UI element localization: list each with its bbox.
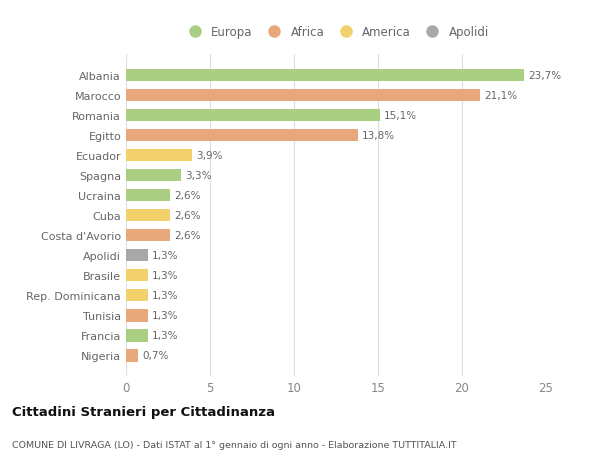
Text: 1,3%: 1,3% (152, 271, 179, 280)
Bar (126, 250, 148, 262)
Bar (126, 210, 170, 222)
Text: 1,3%: 1,3% (152, 291, 179, 301)
Bar (126, 269, 148, 282)
Bar (126, 169, 181, 182)
Text: 21,1%: 21,1% (485, 91, 518, 101)
Text: 3,9%: 3,9% (196, 151, 222, 161)
Bar (126, 70, 524, 82)
Text: 3,3%: 3,3% (185, 171, 212, 181)
Text: 2,6%: 2,6% (174, 211, 200, 221)
Text: 1,3%: 1,3% (152, 251, 179, 261)
Bar (126, 190, 170, 202)
Bar (126, 150, 191, 162)
Legend: Europa, Africa, America, Apolidi: Europa, Africa, America, Apolidi (179, 22, 493, 42)
Bar (126, 349, 138, 362)
Text: 1,3%: 1,3% (152, 311, 179, 321)
Bar (126, 110, 380, 122)
Bar (126, 90, 481, 102)
Text: COMUNE DI LIVRAGA (LO) - Dati ISTAT al 1° gennaio di ogni anno - Elaborazione TU: COMUNE DI LIVRAGA (LO) - Dati ISTAT al 1… (12, 441, 457, 449)
Bar (126, 330, 148, 342)
Text: 13,8%: 13,8% (362, 131, 395, 141)
Text: 2,6%: 2,6% (174, 191, 200, 201)
Text: 23,7%: 23,7% (529, 71, 562, 81)
Bar (126, 290, 148, 302)
Text: 15,1%: 15,1% (384, 111, 417, 121)
Text: Cittadini Stranieri per Cittadinanza: Cittadini Stranieri per Cittadinanza (12, 405, 275, 419)
Bar (126, 129, 358, 142)
Bar (126, 230, 170, 242)
Text: 1,3%: 1,3% (152, 330, 179, 341)
Text: 0,7%: 0,7% (142, 351, 169, 361)
Bar (126, 309, 148, 322)
Text: 2,6%: 2,6% (174, 231, 200, 241)
